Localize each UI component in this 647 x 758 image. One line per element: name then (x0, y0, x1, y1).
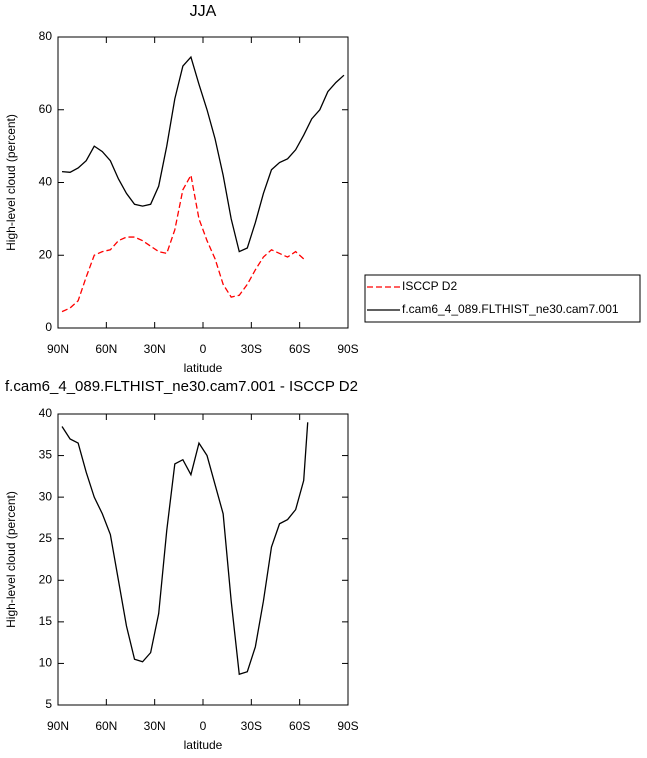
y-tick-label: 20 (39, 247, 53, 261)
data-line (61, 173, 305, 313)
x-tick-label: 60S (289, 719, 310, 733)
y-tick-label: 0 (45, 320, 52, 334)
x-tick-label: 90N (47, 719, 69, 733)
y-tick-label: 80 (39, 29, 53, 43)
legend-box (364, 274, 641, 323)
x-tick-label: 30N (144, 719, 166, 733)
x-tick-label: 90S (337, 342, 358, 356)
data-line (61, 422, 309, 676)
y-tick-label: 25 (39, 531, 53, 545)
x-tick-label: 60N (95, 342, 117, 356)
x-tick-label: 60S (289, 342, 310, 356)
chart-title: f.cam6_4_089.FLTHIST_ne30.cam7.001 - ISC… (5, 378, 358, 395)
x-tick-label: 30S (241, 719, 262, 733)
y-tick-label: 20 (39, 572, 53, 586)
x-axis-label: latitude (184, 738, 223, 752)
legend-label: ISCCP D2 (402, 279, 457, 293)
y-tick-label: 40 (39, 175, 53, 189)
plot-frame (57, 36, 349, 329)
y-tick-label: 40 (39, 406, 53, 420)
y-tick-label: 35 (39, 448, 53, 462)
y-axis-label: High-level cloud (percent) (4, 114, 18, 251)
y-tick-label: 5 (45, 697, 52, 711)
x-tick-label: 0 (200, 719, 207, 733)
x-tick-label: 30N (144, 342, 166, 356)
x-tick-label: 60N (95, 719, 117, 733)
chart-title: JJA (190, 3, 217, 20)
plot-frame (57, 413, 349, 706)
x-tick-label: 90N (47, 342, 69, 356)
y-axis-label: High-level cloud (percent) (4, 491, 18, 628)
y-tick-label: 60 (39, 102, 53, 116)
x-tick-label: 90S (337, 719, 358, 733)
y-tick-label: 10 (39, 656, 53, 670)
x-axis-label: latitude (184, 361, 223, 375)
x-tick-label: 30S (241, 342, 262, 356)
y-tick-label: 15 (39, 614, 53, 628)
data-line (61, 55, 345, 253)
x-tick-label: 0 (200, 342, 207, 356)
y-tick-label: 30 (39, 489, 53, 503)
legend-label: f.cam6_4_089.FLTHIST_ne30.cam7.001 (402, 302, 619, 316)
